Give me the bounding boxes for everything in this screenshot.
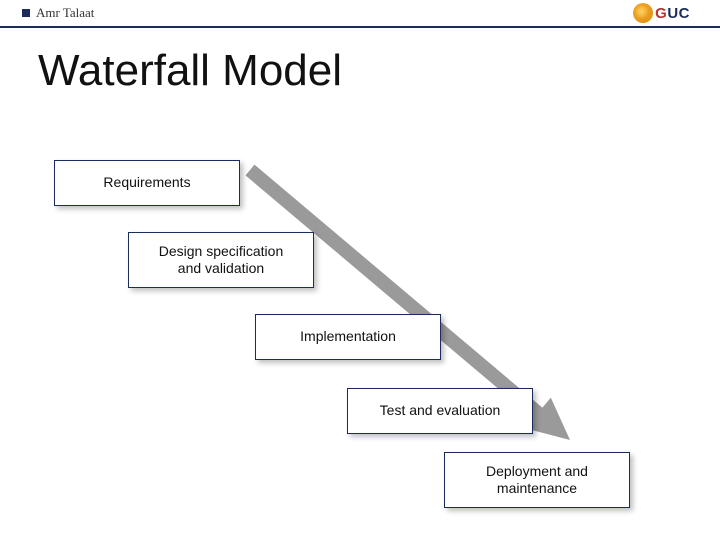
stage-box-1: Design specificationand validation bbox=[128, 232, 314, 288]
stage-box-3: Test and evaluation bbox=[347, 388, 533, 434]
slide: Amr Talaat GUC Waterfall Model Requireme… bbox=[0, 0, 720, 540]
stage-box-label: and validation bbox=[178, 260, 264, 278]
logo-circle-icon bbox=[633, 3, 653, 23]
stage-box-label: Requirements bbox=[103, 174, 190, 192]
slide-header: Amr Talaat GUC bbox=[0, 0, 720, 28]
stage-box-label: Design specification bbox=[159, 243, 284, 261]
stage-box-2: Implementation bbox=[255, 314, 441, 360]
stage-box-label: maintenance bbox=[497, 480, 577, 498]
waterfall-diagram: Requirements Design specificationand vali… bbox=[0, 120, 720, 520]
logo-uc: UC bbox=[667, 5, 690, 22]
bullet-icon bbox=[22, 9, 30, 17]
stage-box-label: Test and evaluation bbox=[380, 402, 501, 420]
stage-box-label: Implementation bbox=[300, 328, 396, 346]
author-name: Amr Talaat bbox=[36, 5, 94, 21]
stage-box-4: Deployment andmaintenance bbox=[444, 452, 630, 508]
logo-text: GUC bbox=[655, 5, 690, 22]
logo-g: G bbox=[655, 5, 667, 22]
stage-box-label: Deployment and bbox=[486, 463, 588, 481]
header-left: Amr Talaat bbox=[22, 5, 94, 21]
page-title: Waterfall Model bbox=[38, 46, 342, 96]
stage-box-0: Requirements bbox=[54, 160, 240, 206]
guc-logo: GUC bbox=[633, 3, 690, 23]
